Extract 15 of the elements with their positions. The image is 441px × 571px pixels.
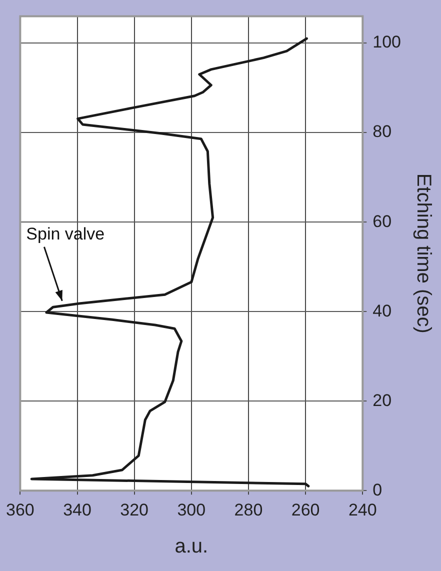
y-tick-label: 0 (372, 480, 382, 500)
x-tick-label: 260 (291, 500, 320, 520)
y-tick-label: 80 (372, 122, 392, 142)
x-tick-label: 320 (120, 500, 149, 520)
x-tick-label: 360 (6, 500, 34, 520)
y-tick-label: 40 (372, 301, 392, 320)
y-tick-label: 20 (372, 390, 392, 410)
y-tick-label: 60 (372, 212, 392, 231)
x-tick-label: 280 (234, 500, 263, 520)
x-tick-label: 300 (177, 500, 206, 520)
x-tick-label: 340 (63, 500, 92, 520)
y-axis-title: Etching time (sec) (412, 173, 434, 334)
x-axis-title: a.u. (174, 536, 208, 558)
x-tick-label: 240 (348, 500, 377, 520)
y-tick-label: 100 (372, 32, 402, 52)
